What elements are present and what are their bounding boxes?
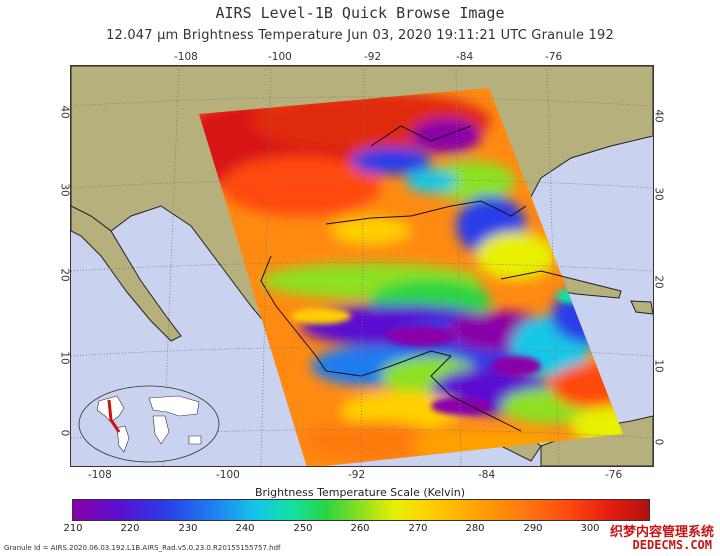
left-lat-label: 10 [58, 351, 71, 365]
right-lat-label: 20 [652, 275, 665, 289]
colorbar-tick: 210 [63, 523, 83, 534]
colorbar-tick: 280 [465, 523, 485, 534]
colorbar-tick: 220 [120, 523, 140, 534]
swath-location-marker [107, 399, 121, 433]
bottom-lon-label: -108 [88, 469, 112, 481]
bottom-lon-label: -76 [605, 469, 623, 481]
left-lat-label: 20 [58, 268, 71, 282]
left-lat-label: 30 [58, 183, 71, 197]
top-lon-label: -100 [268, 51, 292, 63]
colorbar-tick: 290 [523, 523, 543, 534]
left-lat-label: 40 [58, 105, 71, 119]
watermark-line2: DEDECMS.COM [632, 538, 712, 552]
top-lon-label: -84 [456, 51, 474, 63]
image-title: AIRS Level-1B Quick Browse Image [215, 4, 505, 22]
right-lat-label: 10 [652, 359, 665, 373]
top-lon-label: -76 [545, 51, 563, 63]
colorbar-tick: 230 [178, 523, 198, 534]
bottom-lon-label: -100 [216, 469, 240, 481]
colorbar-tick: 270 [408, 523, 428, 534]
colorbar-title: Brightness Temperature Scale (Kelvin) [255, 486, 465, 499]
bottom-lon-label: -84 [478, 469, 496, 481]
watermark-line1: 织梦内容管理系统 [609, 525, 714, 540]
colorbar-tick: 300 [580, 523, 600, 534]
colorbar-tick: 260 [350, 523, 370, 534]
left-lat-label: 0 [58, 429, 71, 437]
colorbar [72, 499, 650, 521]
colorbar-tick: 250 [293, 523, 313, 534]
right-lat-label: 0 [652, 438, 665, 446]
colorbar-tick: 240 [235, 523, 255, 534]
image-subtitle: 12.047 μm Brightness Temperature Jun 03,… [106, 28, 614, 43]
granule-id: Granule Id = AIRS.2020.06.03.192.L1B.AIR… [4, 544, 281, 552]
bottom-lon-label: -92 [348, 469, 366, 481]
top-lon-label: -92 [364, 51, 382, 63]
map-svg [71, 66, 653, 466]
right-lat-label: 30 [652, 187, 665, 201]
map-panel [70, 65, 654, 467]
top-lon-label: -108 [174, 51, 198, 63]
world-inset-map [78, 385, 220, 463]
right-lat-label: 40 [652, 109, 665, 123]
